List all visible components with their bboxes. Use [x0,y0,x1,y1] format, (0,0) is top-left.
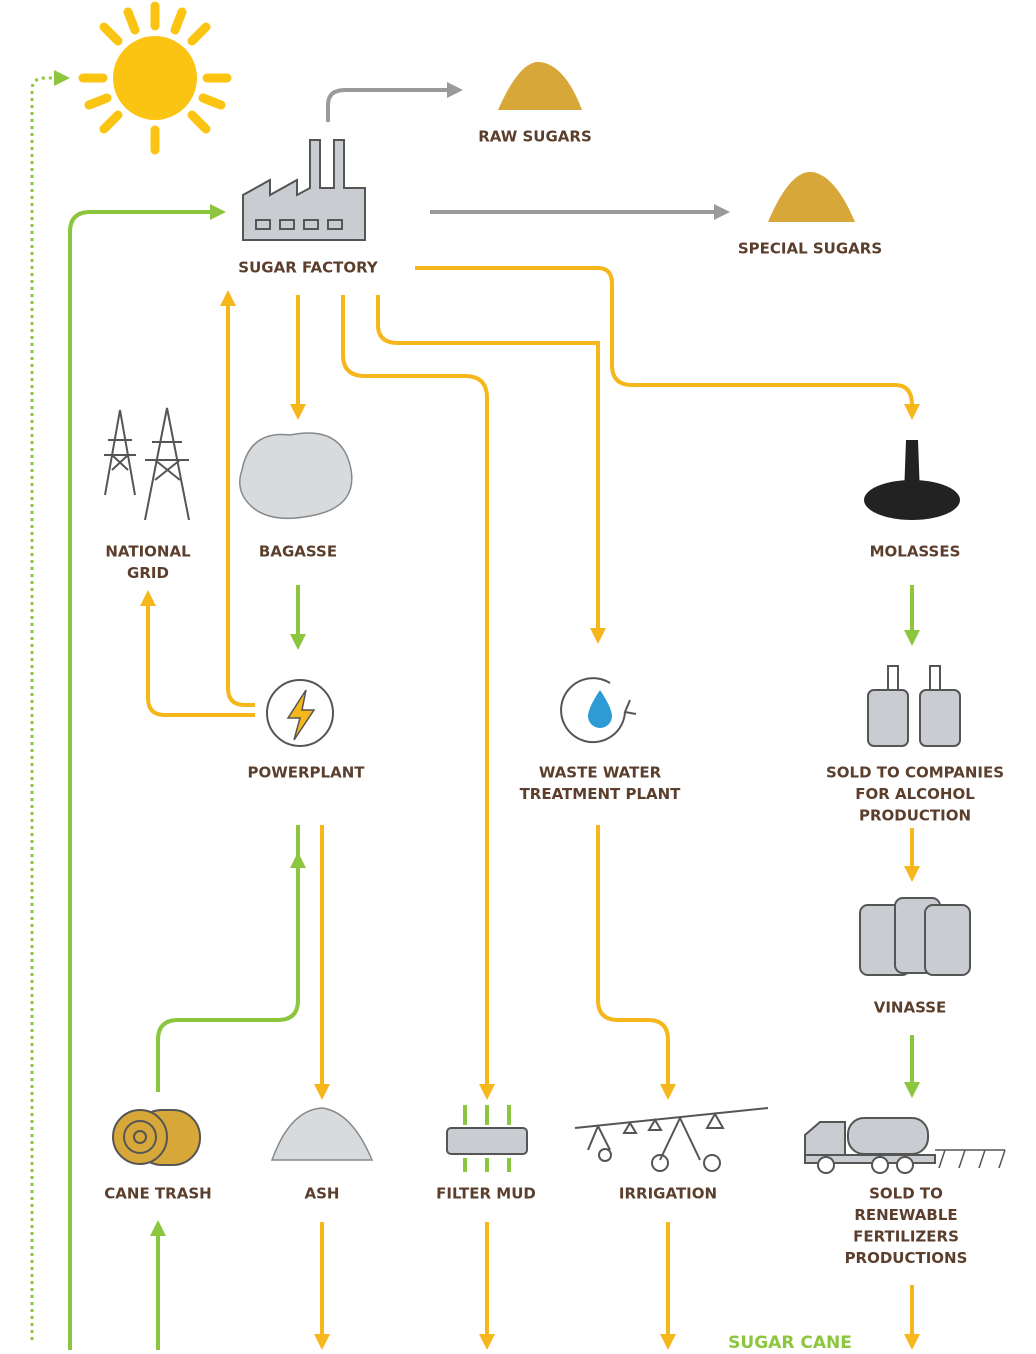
sun-icon-part-part [89,98,107,105]
sun-icon-part-part [175,12,182,30]
fertilizers-label: RENEWABLE [854,1206,957,1224]
special-sugar-pile-part [768,172,855,222]
pylon-icon-part [104,410,136,495]
factory-icon-part [280,220,294,229]
bagasse-icon-part [240,433,352,518]
flows-part [328,90,455,122]
filter-icon [447,1105,527,1172]
factory-icon-part [304,220,318,229]
truck-icon [805,1118,1005,1173]
irrigation-icon-part [652,1155,668,1171]
pylon-icon-part [145,408,189,520]
truck-icon-part [848,1118,928,1154]
raw-sugars-label: RAW SUGARS [478,128,592,146]
sugar-cane-label: SUGAR CANE [728,1333,852,1353]
irrigation-icon-part [599,1149,611,1161]
truck-icon-part [935,1150,1005,1168]
diagram: RAW SUGARS SUGAR FACTORY SPECIAL SUGARS NAT… [0,0,1036,1354]
powerplant-icon [267,680,333,746]
filter-mud-label: FILTER MUD [436,1185,536,1203]
molasses-icon [864,440,960,520]
page: RAW SUGARS SUGAR FACTORY SPECIAL SUGARS NAT… [0,0,1036,1354]
irrigation-icon-part [704,1155,720,1171]
vinasse-label: VINASSE [874,999,947,1017]
pylon-icon [104,408,189,520]
sun-icon [83,6,227,150]
sun-icon-part-part [104,27,118,41]
water-icon [561,678,636,742]
powerplant-label: POWERPLANT [247,764,365,782]
factory-icon [243,140,365,240]
truck-icon-part [872,1157,888,1173]
waste-water-label: TREATMENT PLANT [520,785,682,803]
alcohol-label: FOR ALCOHOL [855,785,975,803]
sun-icon-part-part [203,98,221,105]
flows-part [343,295,487,1092]
sun-icon-part-part [192,27,206,41]
flows-part [70,212,218,1350]
flows-part [158,860,298,1092]
ash-icon-part [272,1108,372,1160]
factory-icon-part [328,220,342,229]
waste-water-label: WASTE WATER [539,764,662,782]
cane-trash-label: CANE TRASH [104,1185,211,1203]
truck-icon-part [897,1157,913,1173]
fertilizers-label: PRODUCTIONS [845,1249,968,1267]
bagasse-label: BAGASSE [259,543,337,561]
irrigation-icon [575,1108,768,1171]
raw-sugar-pile-part [498,62,582,110]
flows-part [32,78,62,1340]
distillery-icon-part [920,690,960,746]
barrels-icon-part [925,905,970,975]
water-icon-part [588,690,612,728]
distillery-icon-part [888,666,940,690]
distillery-icon-part [868,690,908,746]
fertilizers-label: FERTILIZERS [853,1228,959,1246]
sun-icon-part-part [128,12,135,30]
special-sugars-label: SPECIAL SUGARS [738,240,882,258]
hay-icon-part [113,1110,167,1164]
sun-icon-part-part [192,115,206,129]
flows-part [415,268,912,412]
factory-icon-part [256,220,270,229]
fertilizers-label: SOLD TO [869,1185,943,1203]
flows-part [148,598,255,715]
irrigation-icon-part [575,1108,768,1160]
national-grid-label: NATIONAL [105,543,191,561]
molasses-label: MOLASSES [870,543,961,561]
special-sugar-pile [768,172,855,222]
molasses-icon-part [904,440,920,495]
water-icon-part [625,700,636,714]
flows-part [598,825,668,1092]
hay-icon [113,1110,200,1165]
truck-icon-part [818,1157,834,1173]
barrels-icon [860,898,970,975]
national-grid-label: GRID [127,564,169,582]
raw-sugar-pile [498,62,582,110]
bagasse-icon [240,433,352,518]
sun-icon-part-part [104,115,118,129]
distillery-icon [868,666,960,746]
irrigation-label: IRRIGATION [619,1185,717,1203]
alcohol-label: PRODUCTION [859,807,971,825]
sugar-factory-label: SUGAR FACTORY [238,259,379,277]
sun-icon-part [113,36,197,120]
ash-label: ASH [305,1185,340,1203]
alcohol-label: SOLD TO COMPANIES [826,764,1004,782]
ash-icon [272,1108,372,1160]
filter-icon-part [447,1128,527,1154]
